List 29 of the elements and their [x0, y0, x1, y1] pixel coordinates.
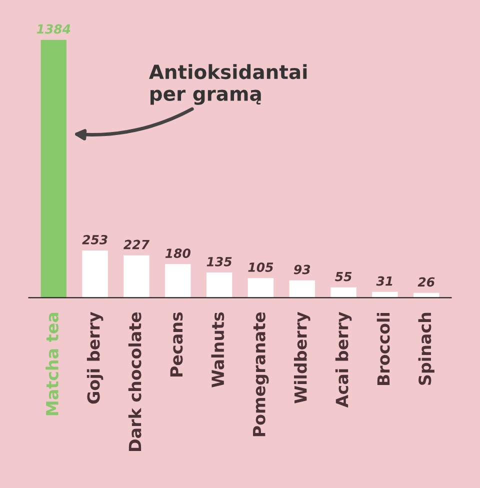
x-tick-label: Broccoli	[376, 312, 390, 386]
data-label: 105	[248, 262, 274, 272]
bar	[330, 287, 356, 298]
x-tick-label: Acai berry	[335, 312, 352, 408]
bar	[40, 40, 66, 298]
bar	[124, 255, 150, 298]
bar	[165, 264, 191, 298]
data-label: 135	[206, 256, 232, 266]
x-tick-label: Matcha tea	[46, 312, 58, 416]
data-label: 227	[124, 240, 150, 250]
x-tick-label: Goji berry	[86, 312, 104, 404]
data-label: 31	[376, 276, 392, 286]
bar	[289, 280, 315, 298]
x-tick-label: Dark chocolate	[128, 312, 142, 451]
x-tick-label: Pecans	[170, 312, 183, 376]
x-tick-label: Walnuts	[211, 312, 224, 388]
bar	[82, 250, 108, 298]
bar	[248, 278, 274, 298]
x-tick-label: Spinach	[418, 312, 434, 385]
data-label: 55	[334, 272, 352, 282]
annotation: Antioksidantai per gramą	[148, 64, 307, 105]
x-tick-label: Pomegranate	[253, 312, 269, 436]
data-label: 253	[82, 234, 108, 244]
data-label: 26	[418, 277, 435, 287]
data-label: 1384	[36, 24, 70, 34]
bar	[206, 272, 232, 298]
data-label: 93	[294, 264, 310, 274]
data-label: 180	[165, 248, 190, 258]
x-tick-label: Wildberry	[294, 312, 310, 404]
